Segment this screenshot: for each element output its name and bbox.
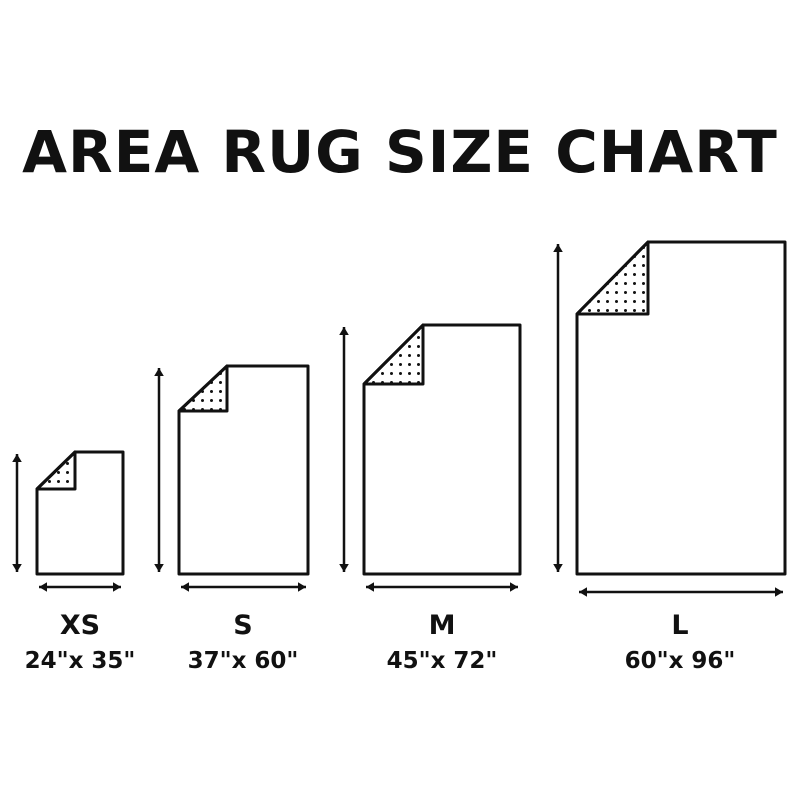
length-arrow-head xyxy=(12,454,22,462)
rug-xs xyxy=(35,450,125,576)
length-arrow-head xyxy=(154,564,164,572)
width-arrow-head xyxy=(775,587,783,597)
folded-corner-dotted xyxy=(35,450,77,491)
folded-corner-dotted xyxy=(177,364,229,413)
size-label: S xyxy=(233,610,253,641)
length-arrow-head xyxy=(339,327,349,335)
width-arrow-head xyxy=(181,582,189,592)
length-arrow-head xyxy=(553,244,563,252)
size-label: L xyxy=(671,610,689,641)
width-arrow-head xyxy=(579,587,587,597)
dimensions-label: 60"x 96" xyxy=(624,648,736,674)
chart-title: AREA RUG SIZE CHART xyxy=(22,118,778,186)
width-arrow-head xyxy=(510,582,518,592)
width-arrow-head xyxy=(298,582,306,592)
width-arrow-head xyxy=(366,582,374,592)
folded-corner-dotted xyxy=(575,240,650,316)
width-arrow-head xyxy=(39,582,47,592)
length-arrow-head xyxy=(154,368,164,376)
dimensions-label: 45"x 72" xyxy=(386,648,498,674)
folded-corner-dotted xyxy=(362,323,425,386)
dimensions-label: 24"x 35" xyxy=(24,648,136,674)
size-label: XS xyxy=(59,610,101,641)
dimensions-label: 37"x 60" xyxy=(187,648,299,674)
size-label: M xyxy=(428,610,456,641)
length-arrow-head xyxy=(12,564,22,572)
length-arrow-head xyxy=(339,564,349,572)
width-arrow-head xyxy=(113,582,121,592)
length-arrow-head xyxy=(553,564,563,572)
